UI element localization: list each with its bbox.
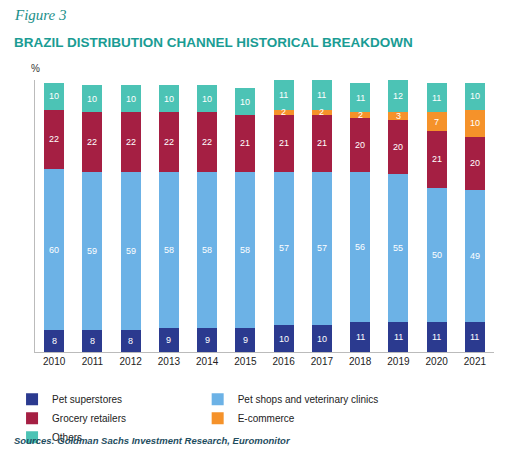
svg-text:20: 20 [470, 158, 480, 168]
svg-text:2018: 2018 [349, 356, 372, 367]
svg-text:2019: 2019 [387, 356, 410, 367]
svg-text:9: 9 [205, 335, 210, 345]
svg-text:9: 9 [243, 335, 248, 345]
svg-text:58: 58 [240, 245, 250, 255]
svg-text:57: 57 [317, 243, 327, 253]
svg-text:Pet shops and veterinary clini: Pet shops and veterinary clinics [238, 394, 379, 405]
svg-text:57: 57 [279, 243, 289, 253]
svg-text:11: 11 [394, 332, 403, 342]
svg-text:Pet superstores: Pet superstores [52, 394, 122, 405]
svg-text:BRAZIL DISTRIBUTION CHANNEL HI: BRAZIL DISTRIBUTION CHANNEL HISTORICAL B… [14, 35, 413, 50]
svg-text:2017: 2017 [311, 356, 334, 367]
svg-text:58: 58 [202, 245, 212, 255]
svg-text:55: 55 [393, 243, 403, 253]
svg-text:9: 9 [166, 335, 171, 345]
svg-text:10: 10 [87, 94, 97, 104]
svg-text:22: 22 [126, 137, 136, 147]
svg-text:11: 11 [432, 332, 441, 342]
svg-text:56: 56 [355, 242, 365, 252]
svg-text:21: 21 [240, 138, 250, 148]
svg-text:10: 10 [49, 91, 59, 101]
svg-text:2: 2 [281, 107, 286, 117]
svg-text:11: 11 [432, 93, 441, 103]
svg-text:2011: 2011 [82, 356, 104, 367]
svg-text:22: 22 [164, 137, 174, 147]
svg-text:%: % [31, 63, 40, 74]
svg-text:10: 10 [240, 97, 250, 107]
svg-text:3: 3 [396, 111, 401, 121]
svg-text:22: 22 [49, 134, 59, 144]
svg-text:10: 10 [470, 91, 480, 101]
svg-text:20: 20 [355, 140, 365, 150]
svg-text:10: 10 [470, 118, 480, 128]
svg-text:10: 10 [279, 334, 289, 344]
svg-text:59: 59 [126, 246, 136, 256]
svg-text:7: 7 [434, 117, 439, 127]
svg-text:2013: 2013 [158, 356, 181, 367]
svg-text:11: 11 [317, 90, 326, 100]
svg-text:2020: 2020 [426, 356, 449, 367]
svg-text:2010: 2010 [43, 356, 66, 367]
svg-text:11: 11 [279, 90, 288, 100]
svg-text:8: 8 [128, 336, 133, 346]
svg-text:10: 10 [164, 94, 174, 104]
svg-text:Figure 3: Figure 3 [14, 7, 67, 23]
svg-text:2016: 2016 [273, 356, 296, 367]
svg-text:Others: Others [52, 432, 82, 443]
svg-text:2014: 2014 [196, 356, 219, 367]
svg-text:10: 10 [317, 334, 327, 344]
svg-text:10: 10 [202, 94, 212, 104]
svg-text:11: 11 [470, 332, 479, 342]
svg-text:2: 2 [319, 107, 324, 117]
svg-text:50: 50 [432, 250, 442, 260]
svg-text:11: 11 [356, 332, 365, 342]
svg-text:E-commerce: E-commerce [238, 413, 295, 424]
svg-text:Grocery retailers: Grocery retailers [52, 413, 126, 424]
svg-text:20: 20 [393, 142, 403, 152]
svg-text:59: 59 [87, 246, 97, 256]
svg-text:22: 22 [87, 137, 97, 147]
svg-text:2012: 2012 [120, 356, 143, 367]
svg-text:21: 21 [317, 138, 327, 148]
svg-text:2015: 2015 [234, 356, 257, 367]
svg-text:2: 2 [358, 110, 363, 120]
svg-text:10: 10 [126, 94, 136, 104]
svg-text:Sources: Goldman Sachs Investm: Sources: Goldman Sachs Investment Resear… [14, 435, 291, 446]
svg-text:11: 11 [356, 93, 365, 103]
svg-text:8: 8 [90, 336, 95, 346]
svg-text:22: 22 [202, 137, 212, 147]
svg-text:8: 8 [52, 336, 57, 346]
svg-text:12: 12 [393, 91, 403, 101]
svg-text:60: 60 [49, 245, 59, 255]
svg-text:21: 21 [432, 154, 442, 164]
svg-text:21: 21 [279, 138, 289, 148]
svg-text:58: 58 [164, 245, 174, 255]
svg-text:2021: 2021 [464, 356, 487, 367]
svg-text:49: 49 [470, 251, 480, 261]
